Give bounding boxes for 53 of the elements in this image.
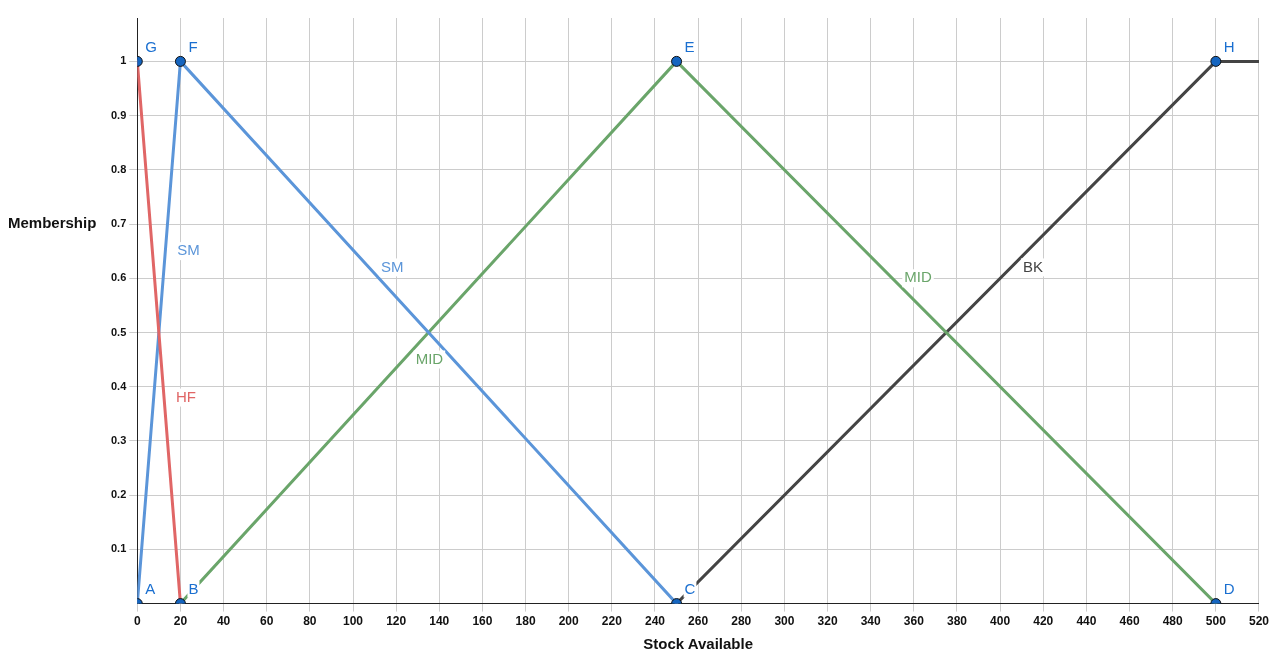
y-tick-label: 1 — [120, 54, 127, 67]
y-tick-label: 0.6 — [110, 271, 127, 284]
x-tick-label: 160 — [472, 614, 493, 629]
y-tick-label: 0.1 — [110, 542, 127, 555]
x-tick-label: 420 — [1033, 614, 1054, 629]
x-tick-label: 300 — [774, 614, 795, 629]
series-label: MID — [415, 349, 444, 367]
x-tick-label: 120 — [386, 614, 407, 629]
y-tick-label: 0.7 — [110, 217, 127, 230]
y-axis-title: Membership — [8, 214, 97, 232]
y-tick-label: 0.2 — [110, 488, 127, 501]
text: SM — [177, 241, 200, 259]
x-tick-label: 140 — [429, 614, 450, 629]
annotation: F — [188, 38, 198, 56]
x-tick-label: 100 — [342, 614, 364, 629]
x-tick-label: 220 — [601, 614, 623, 629]
x-tick-label: 80 — [303, 614, 317, 629]
x-tick-label: 360 — [903, 614, 925, 629]
annotation: D — [1223, 580, 1235, 598]
x-tick-label: 0 — [133, 614, 141, 629]
x-tick-label: 340 — [860, 614, 882, 629]
x-tick-label: 280 — [731, 614, 752, 629]
x-tick-label: 520 — [1248, 614, 1270, 629]
annotation: A — [145, 580, 156, 598]
y-tick-label: 0.4 — [110, 379, 128, 392]
x-tick-label: 460 — [1119, 614, 1140, 629]
x-axis-title: Stock Available — [643, 635, 754, 653]
annotation: B — [188, 580, 199, 598]
annotation: G — [145, 38, 157, 56]
y-tick-label: 0.3 — [110, 433, 127, 446]
y-tick-label: 0.9 — [110, 108, 127, 121]
x-tick-label: 500 — [1205, 614, 1227, 629]
annotation: E — [684, 38, 695, 56]
x-tick-label: 240 — [644, 614, 666, 629]
series-label: HF — [176, 387, 197, 405]
annotation: H — [1223, 38, 1235, 56]
x-tick-label: 320 — [817, 614, 838, 629]
x-tick-label: 440 — [1076, 614, 1097, 629]
annotation: C — [684, 580, 696, 598]
series-label: BK — [1022, 257, 1043, 275]
x-tick-label: 200 — [558, 614, 580, 629]
x-tick-label: 20 — [173, 614, 188, 629]
x-tick-label: 400 — [990, 614, 1011, 629]
y-tick-label: 0.8 — [110, 162, 127, 175]
x-tick-label: 380 — [946, 614, 968, 629]
text: MID — [904, 268, 932, 286]
x-tick-label: 180 — [515, 614, 536, 629]
x-tick-label: 260 — [688, 614, 709, 629]
x-tick-label: 40 — [216, 614, 231, 629]
x-tick-label: 480 — [1162, 614, 1184, 629]
y-tick-label: 0.5 — [110, 325, 127, 338]
x-tick-label: 60 — [260, 614, 274, 629]
series-label: SM — [380, 257, 404, 275]
